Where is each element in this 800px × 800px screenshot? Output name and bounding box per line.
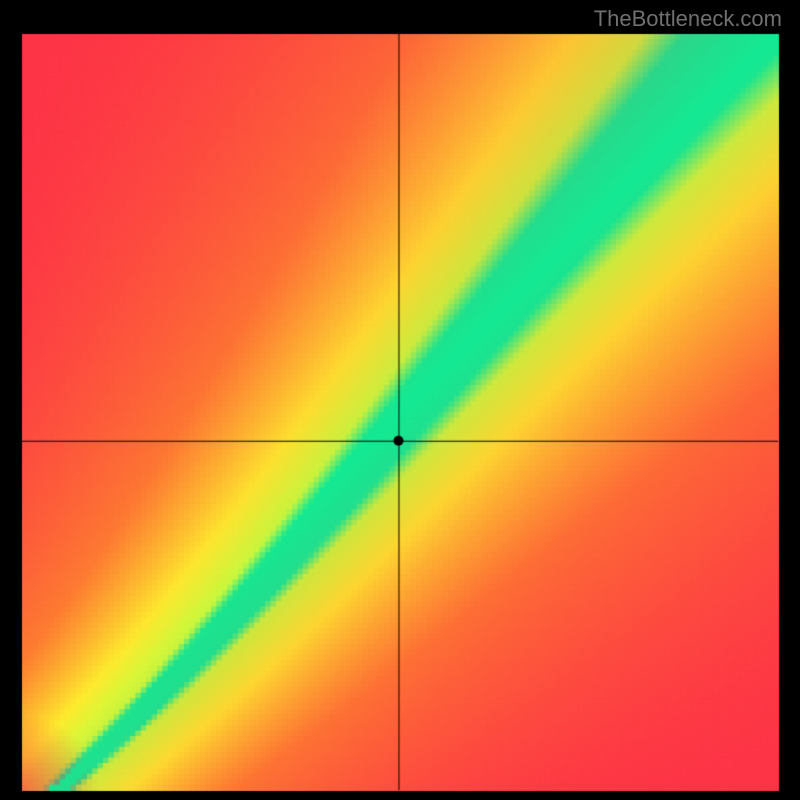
heatmap-canvas	[0, 0, 800, 800]
watermark-text: TheBottleneck.com	[594, 6, 782, 32]
chart-container: TheBottleneck.com	[0, 0, 800, 800]
